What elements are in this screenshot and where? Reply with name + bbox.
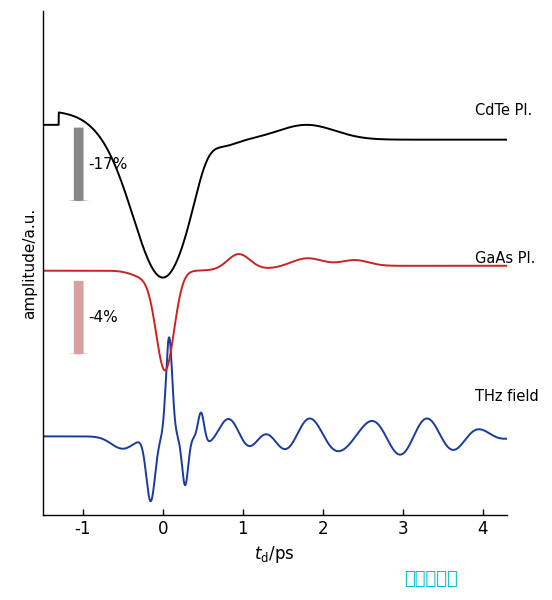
Text: 自动秒链接: 自动秒链接: [404, 570, 458, 588]
Text: THz field: THz field: [475, 389, 538, 404]
Text: -17%: -17%: [88, 157, 128, 172]
Y-axis label: amplitude/a.u.: amplitude/a.u.: [22, 208, 37, 319]
X-axis label: $t_\mathrm{d}$/ps: $t_\mathrm{d}$/ps: [254, 544, 295, 565]
Text: -4%: -4%: [88, 310, 118, 325]
Text: GaAs Pl.: GaAs Pl.: [475, 251, 535, 266]
Text: CdTe Pl.: CdTe Pl.: [475, 103, 532, 118]
